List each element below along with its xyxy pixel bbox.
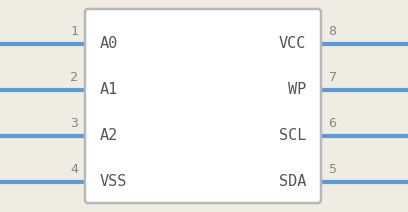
Text: WP: WP (288, 82, 306, 98)
Text: 2: 2 (70, 71, 78, 84)
Text: A0: A0 (100, 36, 118, 52)
Text: 6: 6 (328, 117, 336, 130)
Text: 1: 1 (70, 25, 78, 38)
Text: 5: 5 (328, 163, 336, 176)
Text: 7: 7 (328, 71, 336, 84)
Text: VCC: VCC (279, 36, 306, 52)
Text: 4: 4 (70, 163, 78, 176)
Text: 8: 8 (328, 25, 336, 38)
FancyBboxPatch shape (85, 9, 321, 203)
Text: SDA: SDA (279, 174, 306, 190)
Text: 3: 3 (70, 117, 78, 130)
Text: SCL: SCL (279, 128, 306, 144)
Text: A2: A2 (100, 128, 118, 144)
Text: A1: A1 (100, 82, 118, 98)
Text: VSS: VSS (100, 174, 127, 190)
